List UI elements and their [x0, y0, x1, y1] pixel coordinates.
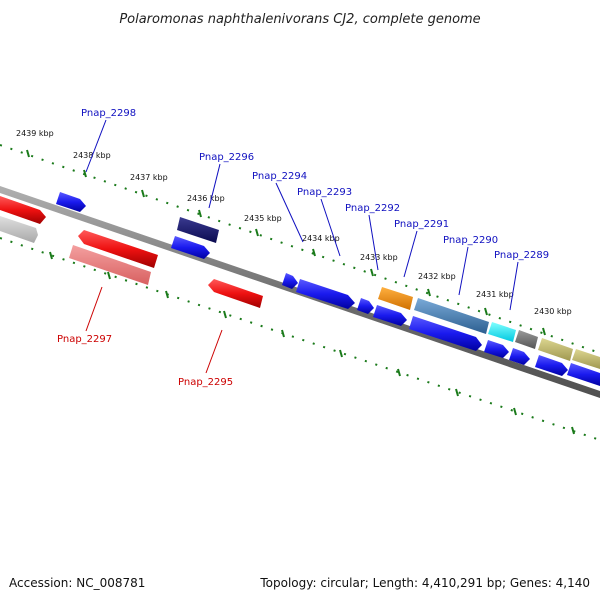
gene-feature-forward	[378, 287, 413, 310]
gene-feature-forward	[357, 298, 374, 314]
gene-feature-forward	[171, 236, 210, 259]
gene-feature-forward	[56, 192, 86, 212]
gene-feature-forward	[414, 298, 489, 334]
gene-label[interactable]: Pnap_2289	[494, 250, 549, 261]
gene-label[interactable]: Pnap_2297	[57, 334, 112, 345]
gene-feature-forward	[409, 316, 482, 351]
kbp-label: 2431 kbp	[476, 290, 514, 299]
reverse-leader-lines	[85, 286, 223, 374]
gene-feature-reverse	[0, 196, 46, 224]
gene-label[interactable]: Pnap_2291	[394, 219, 449, 230]
gene-feature-other	[0, 216, 38, 243]
outer-major-ticks	[26, 149, 546, 336]
kbp-label: 2435 kbp	[244, 214, 282, 223]
gene-feature-forward	[296, 279, 355, 309]
kbp-label: 2436 kbp	[187, 194, 225, 203]
kbp-label: 2432 kbp	[418, 272, 456, 281]
gene-feature-forward	[177, 217, 219, 243]
kbp-label: 2439 kbp	[16, 129, 54, 138]
gene-feature-reverse	[69, 245, 151, 285]
gene-features	[0, 192, 600, 386]
outer-ruler	[0, 144, 600, 354]
gene-feature-forward	[484, 340, 509, 358]
gene-feature-forward	[488, 322, 516, 342]
gene-feature-forward	[373, 305, 407, 326]
gene-feature-forward	[515, 330, 538, 349]
gene-feature-forward	[535, 355, 568, 376]
kbp-label: 2437 kbp	[130, 173, 168, 182]
inner-major-ticks	[49, 251, 575, 435]
gene-label[interactable]: Pnap_2295	[178, 377, 233, 388]
topology-text: Topology: circular; Length: 4,410,291 bp…	[259, 576, 590, 590]
gene-feature-forward	[509, 348, 530, 365]
kbp-label: 2430 kbp	[534, 307, 572, 316]
gene-label[interactable]: Pnap_2298	[81, 108, 136, 119]
gene-feature-forward	[538, 338, 573, 361]
gene-feature-reverse	[78, 230, 158, 268]
gene-label[interactable]: Pnap_2293	[297, 187, 352, 198]
gene-label[interactable]: Pnap_2296	[199, 152, 254, 163]
gene-label[interactable]: Pnap_2292	[345, 203, 400, 214]
gene-feature-reverse	[208, 279, 263, 308]
accession-text: Accession: NC_008781	[9, 576, 145, 590]
forward-gene-labels: Pnap_2298 Pnap_2296 Pnap_2294 Pnap_2293 …	[81, 108, 549, 261]
map-title: Polaromonas naphthalenivorans CJ2, compl…	[119, 12, 480, 27]
gene-feature-forward	[572, 349, 600, 369]
kbp-label: 2433 kbp	[360, 253, 398, 262]
reverse-gene-labels: Pnap_2297 Pnap_2295	[57, 334, 233, 388]
gene-label[interactable]: Pnap_2294	[252, 171, 307, 182]
gene-feature-forward	[567, 363, 600, 386]
gene-label[interactable]: Pnap_2290	[443, 235, 498, 246]
forward-leader-lines	[85, 119, 519, 311]
kbp-label: 2434 kbp	[302, 234, 340, 243]
gene-feature-forward	[282, 273, 298, 289]
